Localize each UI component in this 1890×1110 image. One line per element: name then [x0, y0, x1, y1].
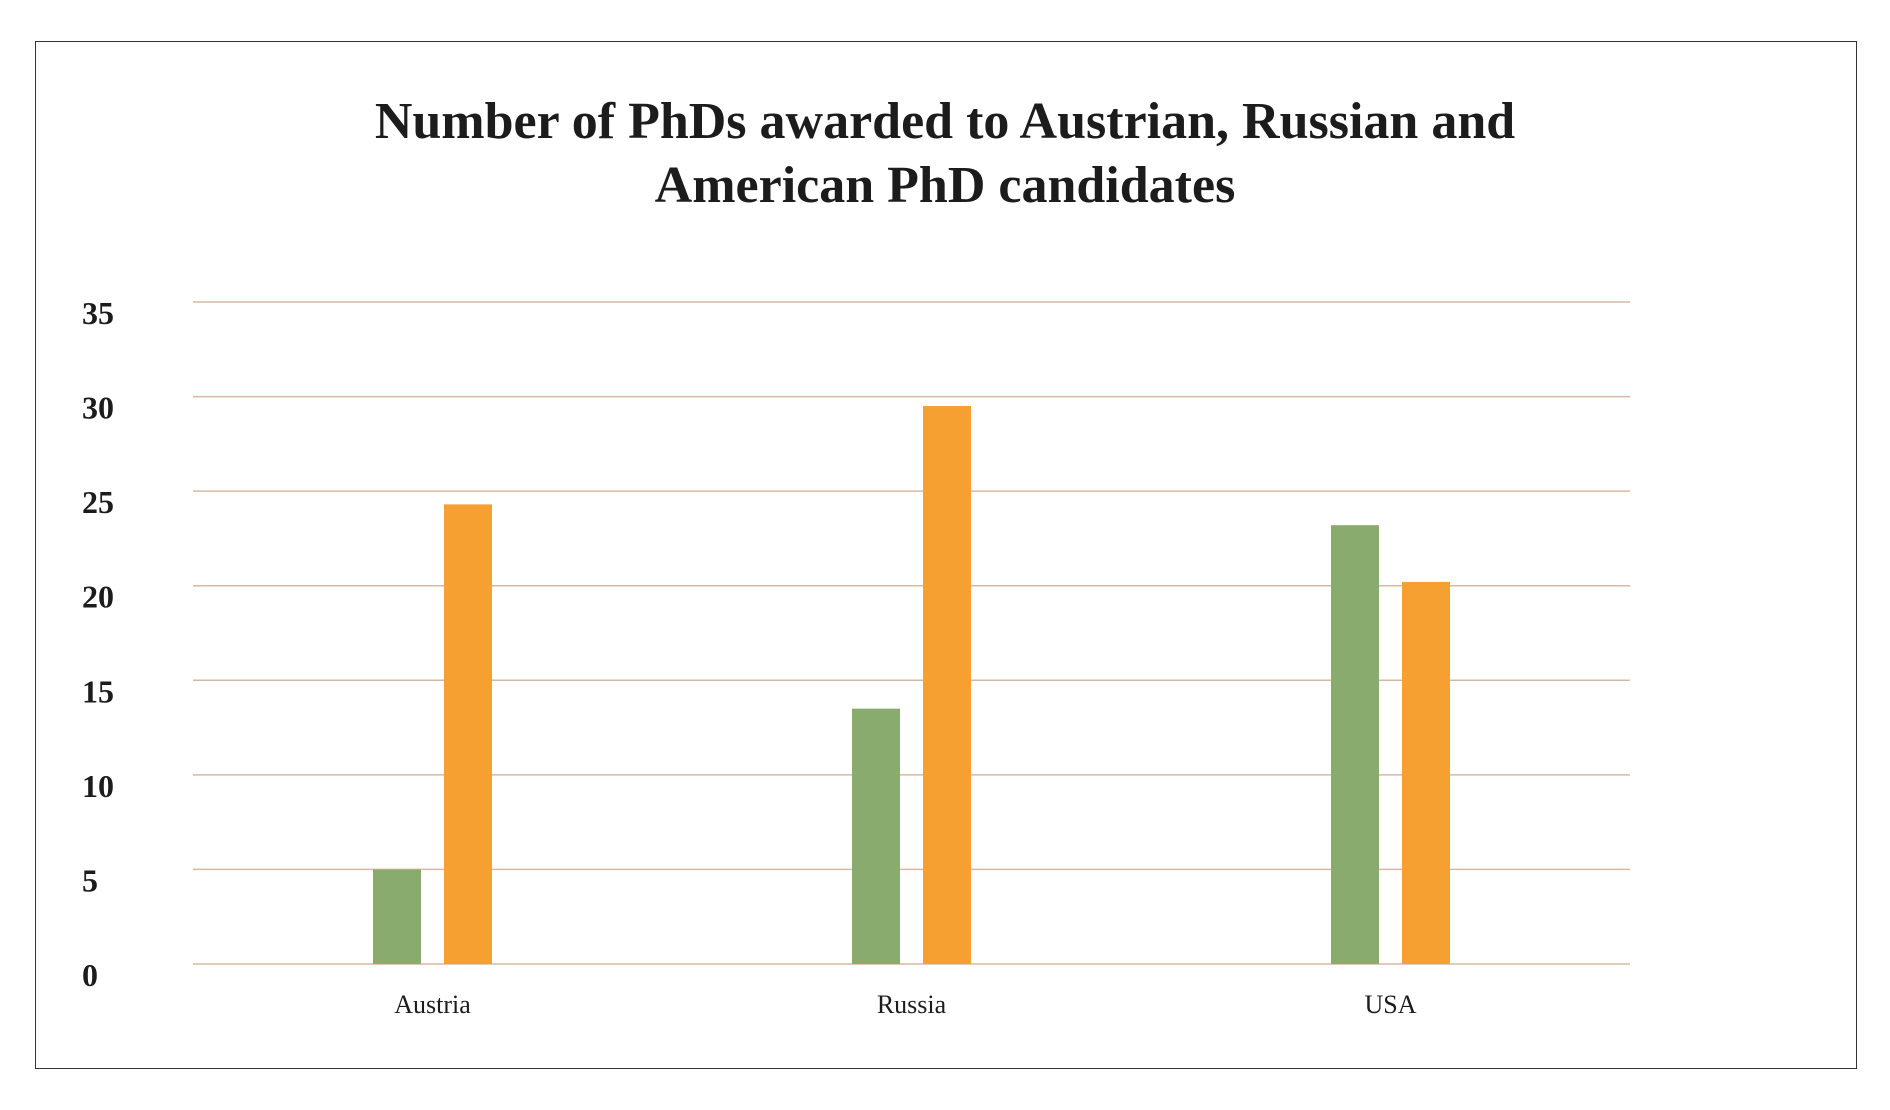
chart-title: Number of PhDs awarded to Austrian, Russ…	[0, 90, 1890, 218]
y-tick-label: 35	[82, 295, 114, 331]
y-tick-label: 0	[82, 957, 98, 993]
bar-usa-series-2	[1402, 581, 1450, 964]
y-tick-label: 30	[82, 390, 114, 426]
y-axis-tick-labels: 0 5 10 15 20 25 30 35	[82, 295, 114, 993]
bar-austria-series-1	[373, 869, 421, 964]
bar-austria-series-2	[444, 504, 492, 964]
chart-title-line-1: Number of PhDs awarded to Austrian, Russ…	[374, 93, 1516, 150]
chart-frame	[35, 41, 1857, 1069]
bar-russia-series-1	[852, 708, 900, 964]
chart-title-line-2: American PhD candidates	[654, 157, 1236, 214]
bar-usa-series-1	[1331, 525, 1379, 964]
gridlines	[193, 301, 1630, 965]
x-category-label-austria: Austria	[394, 990, 471, 1019]
bar-russia-series-2	[923, 406, 971, 964]
bars	[373, 406, 1450, 964]
y-tick-label: 10	[82, 768, 114, 804]
y-tick-label: 20	[82, 579, 114, 615]
x-category-label-russia: Russia	[877, 990, 947, 1019]
x-axis-category-labels: Austria Russia USA	[394, 990, 1417, 1019]
y-tick-label: 15	[82, 673, 114, 709]
y-tick-label: 5	[82, 862, 98, 898]
x-category-label-usa: USA	[1364, 990, 1416, 1019]
y-tick-label: 25	[82, 484, 114, 520]
